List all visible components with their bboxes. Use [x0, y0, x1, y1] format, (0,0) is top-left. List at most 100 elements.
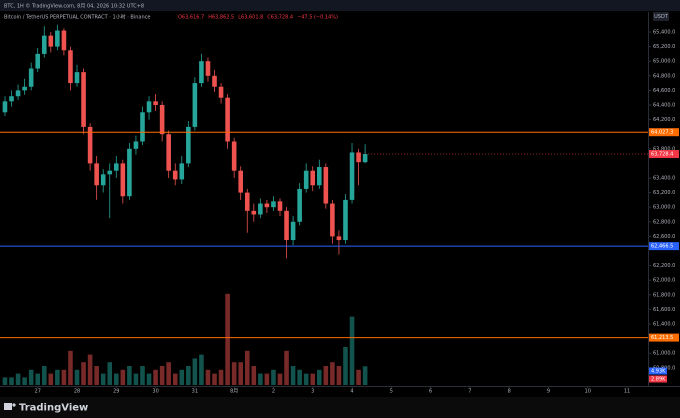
- candle-body: [48, 35, 54, 47]
- ohlc-label: L63,601.8: [238, 15, 263, 21]
- x-tick-label: 7: [468, 389, 471, 395]
- candle-body: [336, 236, 342, 241]
- y-tick-label: 64,600.0: [653, 88, 675, 94]
- volume-bar: [212, 373, 217, 385]
- candle-body: [244, 192, 250, 211]
- volume-bar: [140, 366, 145, 385]
- y-tick-label: 63,000.0: [653, 205, 675, 211]
- candle-body: [297, 188, 302, 222]
- header: BTC, 1H © TradingView.com, 8月 04, 2026 1…: [4, 3, 144, 10]
- volume-bar: [15, 373, 21, 385]
- candle-body: [316, 167, 322, 186]
- candle-body: [61, 30, 67, 51]
- volume-bar: [258, 373, 263, 385]
- volume-bar: [146, 373, 152, 385]
- volume-bar: [2, 377, 8, 385]
- volume-bar: [284, 350, 289, 385]
- candle-body: [264, 203, 270, 208]
- candle-body: [192, 83, 198, 127]
- logo: [4, 403, 16, 410]
- candle-body: [231, 141, 237, 171]
- volume-bar: [251, 366, 257, 385]
- candle-body: [114, 163, 119, 171]
- candle-body: [15, 90, 21, 97]
- volume-bar: [68, 350, 73, 385]
- x-tick-label: 11: [624, 389, 630, 395]
- candle-body: [310, 170, 316, 186]
- volume-bar: [343, 347, 348, 385]
- footer: [0, 397, 680, 418]
- y-tick-label: 61,400.0: [653, 321, 675, 327]
- candle-body: [356, 152, 361, 163]
- volume-bar: [238, 362, 243, 385]
- y-tick-label: 61,600.0: [653, 307, 675, 313]
- volume-bar: [166, 362, 171, 385]
- volume-bar: [74, 369, 80, 385]
- symbol: Bitcoin / TetherUS PERPETUAL CONTRACT · …: [4, 14, 150, 21]
- volume-bar: [303, 373, 309, 385]
- volume-bar: [133, 373, 139, 385]
- volume-bar: [127, 366, 132, 385]
- volume-tag: [649, 367, 667, 375]
- candle-body: [349, 152, 355, 200]
- volume-bar: [336, 366, 342, 385]
- candle-body: [271, 201, 276, 208]
- candle-body: [159, 104, 165, 135]
- volume-bar: [199, 354, 204, 385]
- x-tick-label: 29: [113, 389, 119, 395]
- candle-body: [277, 201, 283, 211]
- candle-body: [303, 170, 309, 189]
- x-tick-label: 30: [152, 389, 158, 395]
- candle-body: [107, 170, 113, 175]
- y-tick-label: 64,400.0: [653, 102, 675, 108]
- candle-body: [323, 167, 329, 204]
- candle-body: [179, 163, 185, 180]
- y-tick-label: 62,600.0: [653, 234, 675, 240]
- volume-bar: [271, 369, 276, 385]
- volume-bar: [114, 373, 119, 385]
- volume-bar: [297, 369, 302, 385]
- volume-bar: [48, 373, 54, 385]
- ohlc-label: −47.5 (−0.14%): [297, 15, 338, 21]
- candle-body: [22, 86, 27, 91]
- volume-bar: [55, 369, 60, 385]
- candle-body: [28, 68, 34, 87]
- x-tick-label: 9: [547, 389, 550, 395]
- candle-body: [218, 86, 224, 98]
- x-tick-label: 5: [390, 389, 393, 395]
- volume-bar: [316, 369, 322, 385]
- candle-body: [74, 72, 80, 84]
- volume-bar: [356, 369, 361, 385]
- volume-bar: [310, 373, 316, 385]
- volume-bar: [179, 369, 185, 385]
- volume-bar: [35, 373, 41, 385]
- volume-bar: [87, 354, 93, 385]
- x-tick-label: 10: [585, 389, 591, 395]
- candle-body: [238, 170, 243, 193]
- brand: TradingView: [19, 403, 88, 414]
- candle-body: [35, 53, 41, 69]
- price-tag-label: 63,728.4: [651, 152, 673, 158]
- candle-body: [225, 97, 230, 142]
- volume-bar: [100, 373, 106, 385]
- candle-body: [41, 35, 47, 54]
- volume-bar: [172, 373, 178, 385]
- x-tick-label: 4: [350, 389, 353, 395]
- volume-bar: [323, 366, 329, 385]
- volume-bar: [28, 369, 34, 385]
- ohlc-label: C63,728.4: [267, 15, 293, 21]
- volume-bar: [205, 369, 211, 385]
- volume-tag: [649, 375, 667, 383]
- volume-tag-label: 2.89K: [651, 377, 666, 383]
- ohlc-label: O63,616.7: [178, 15, 204, 21]
- y-tick-label: 64,800.0: [653, 73, 675, 79]
- candle-body: [146, 101, 152, 113]
- currency-box: [653, 12, 669, 21]
- price-tag-label: 61,213.5: [651, 335, 673, 341]
- top-bar: [0, 0, 680, 11]
- ohlc-label: H63,862.5: [208, 15, 234, 21]
- candle-body: [362, 154, 368, 163]
- y-tick-label: 64,200.0: [653, 117, 675, 123]
